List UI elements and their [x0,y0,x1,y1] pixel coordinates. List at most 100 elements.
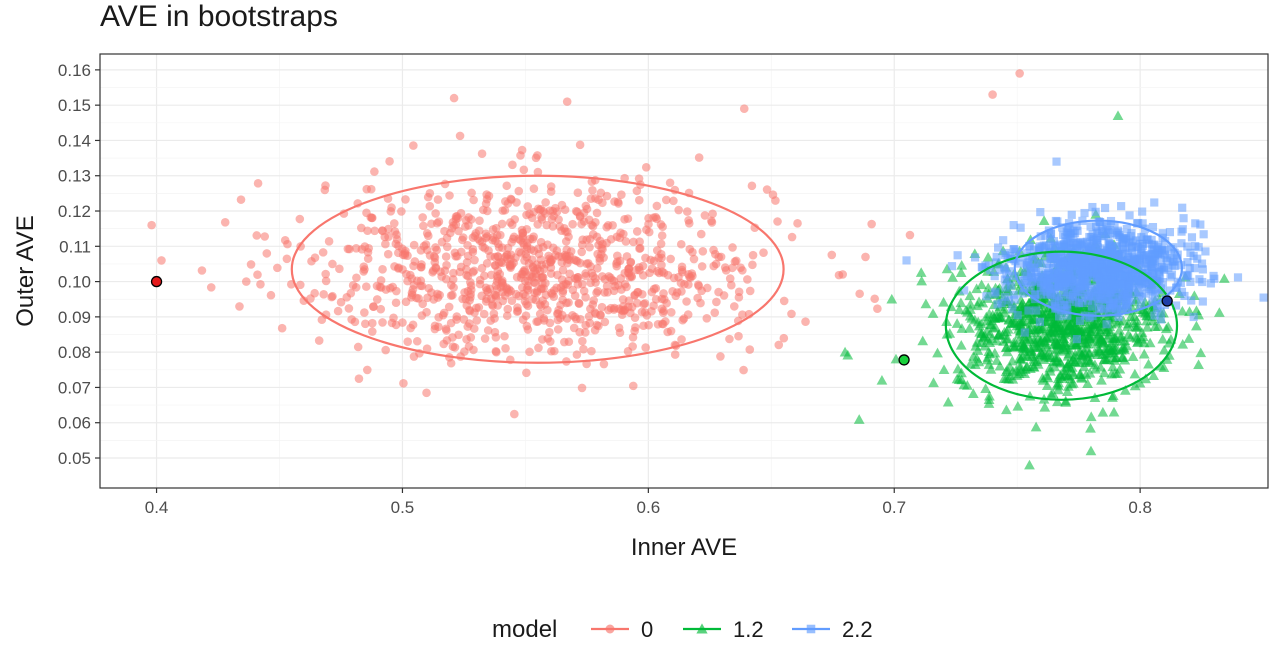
data-point [425,201,435,211]
data-point [1023,258,1032,268]
data-point [712,297,721,307]
data-point [1022,249,1031,258]
data-point [1134,261,1143,270]
data-point [732,256,741,266]
data-point [787,309,796,319]
data-point [1104,308,1114,317]
data-point [669,196,678,206]
data-point [362,365,372,375]
data-point [915,267,927,277]
data-point [1143,358,1154,369]
data-point [606,273,615,282]
data-point [546,187,556,196]
data-point [549,211,558,221]
data-point [779,333,789,343]
data-point [544,251,553,261]
data-point [1138,348,1150,359]
data-point [378,226,387,236]
data-point [1045,253,1054,262]
data-point [1041,380,1053,390]
data-point [307,256,316,266]
data-point [533,167,543,177]
data-point [1150,198,1159,207]
data-point [445,191,454,200]
data-point [621,237,631,246]
data-point [282,254,292,264]
data-point [1080,208,1089,218]
data-point [550,346,559,356]
data-point [1085,411,1097,422]
data-point [1170,248,1179,257]
data-point [563,254,572,264]
data-point [1118,291,1128,301]
data-point [1147,263,1156,273]
data-point [541,198,550,207]
data-point [886,293,898,304]
data-point [1166,286,1175,295]
data-point [1065,223,1074,232]
data-point [1157,333,1169,344]
data-point [632,186,642,196]
data-point [641,162,651,172]
data-point [1147,256,1156,265]
data-point [450,343,460,352]
data-point [589,296,598,305]
data-point [433,289,442,299]
data-point [1102,222,1111,231]
data-point [437,237,447,247]
data-point [954,304,965,315]
data-point [622,282,631,292]
data-point [1075,263,1084,272]
data-point [938,364,950,375]
data-point [964,290,976,301]
data-point [984,390,995,401]
data-point [253,179,263,188]
data-point [1148,249,1157,258]
data-point [489,309,499,318]
data-point [1061,306,1070,315]
data-point [1053,377,1064,388]
data-point [429,266,438,275]
data-point [1176,278,1185,288]
data-point [1153,249,1162,258]
data-point [469,195,478,205]
legend-label: 0 [641,617,653,642]
data-point [400,250,410,260]
data-point [1043,346,1055,357]
data-point [1094,297,1103,306]
data-point [1197,259,1207,268]
data-point [951,318,963,328]
data-point [1138,239,1147,249]
data-point [1085,445,1097,456]
data-point [759,248,768,257]
data-point [1062,386,1073,397]
data-point [398,318,407,327]
data-point [597,302,607,312]
data-point [1129,380,1141,391]
data-point [1050,289,1060,298]
data-point [1065,231,1074,240]
data-point [1102,320,1111,329]
data-point [469,266,479,276]
data-point [423,231,433,241]
data-point [1127,351,1139,361]
data-point [366,184,376,194]
data-point [1055,345,1067,356]
data-point [956,323,968,333]
data-point [399,379,408,388]
data-point [947,272,958,282]
x-tick-label: 0.5 [391,498,415,517]
original-point-0 [150,275,163,288]
data-point [670,350,680,359]
data-point [449,93,459,103]
data-point [610,303,619,313]
data-point [1122,224,1131,234]
data-point [451,212,461,221]
data-point [1080,291,1089,300]
data-point [1059,258,1068,267]
data-point [1020,283,1029,293]
data-point [1124,266,1133,275]
data-point [1053,217,1062,226]
data-point [651,284,661,293]
data-point [1076,277,1085,286]
